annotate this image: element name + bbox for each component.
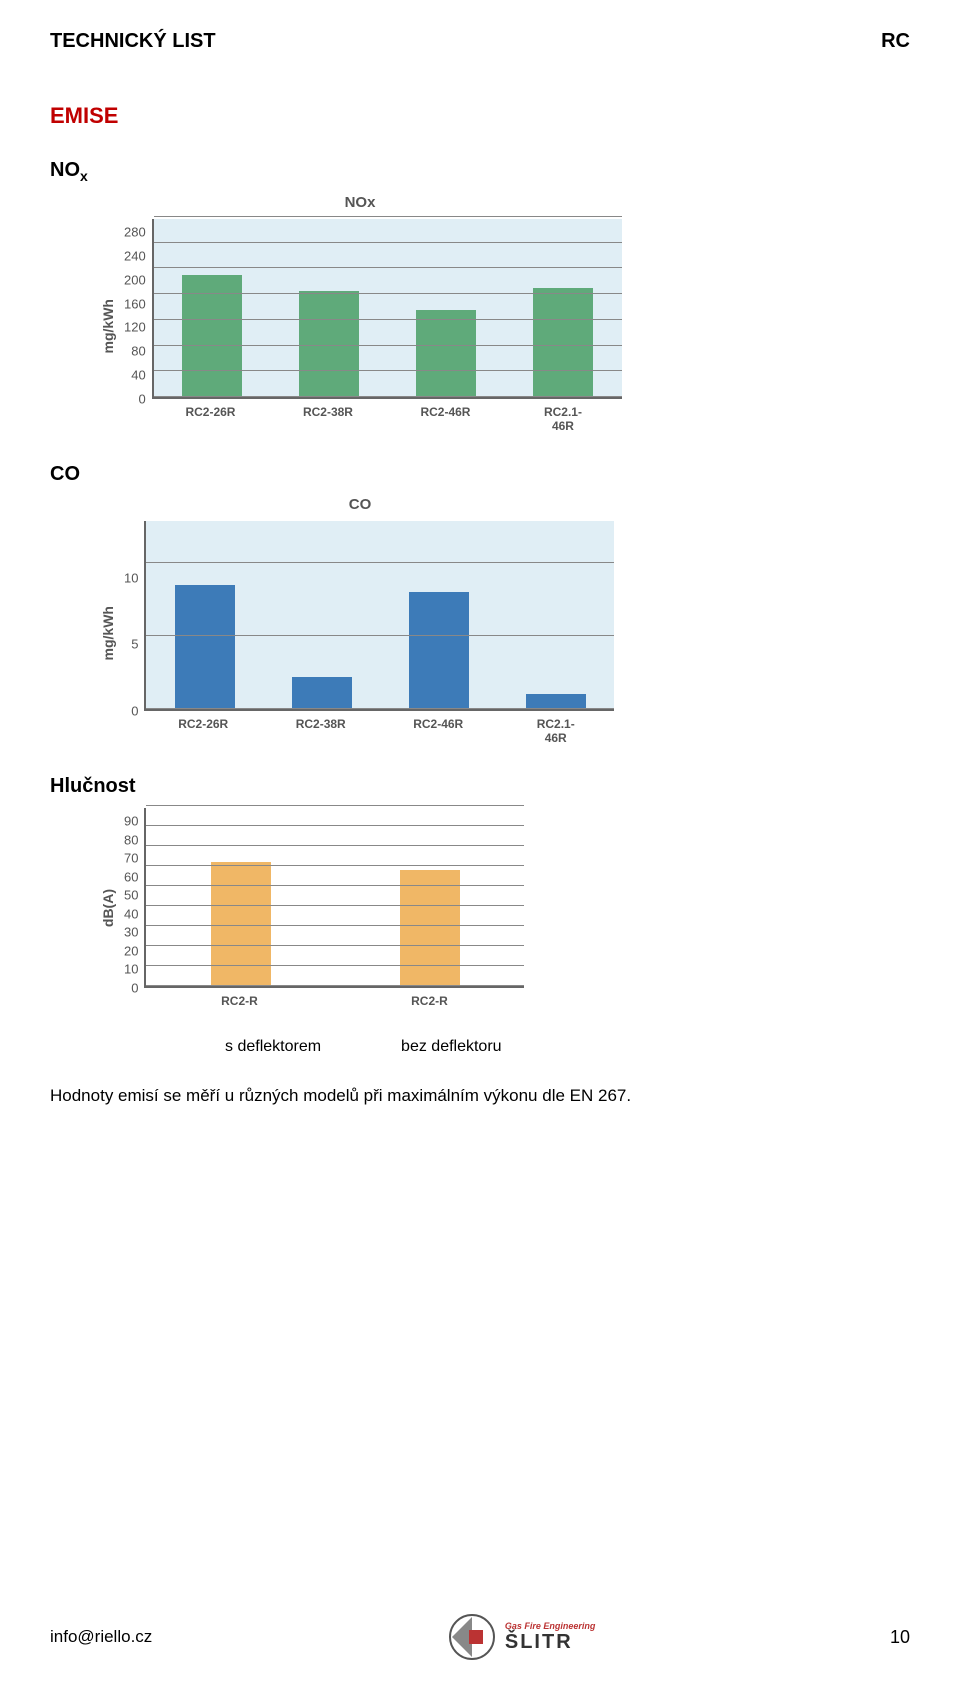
note-text: Hodnoty emisí se měří u různých modelů p…	[50, 1086, 910, 1106]
footer-email: info@riello.cz	[50, 1627, 152, 1647]
co-chart-title: CO	[100, 496, 620, 513]
page-footer: info@riello.cz Gas Fire Engineering ŠLIT…	[50, 1612, 910, 1662]
co-label: CO	[50, 463, 910, 486]
co-yticks: 1050	[124, 565, 144, 711]
hlucnost-yticks: 9080706050403020100	[124, 808, 144, 988]
co-ylabel: mg/kWh	[100, 606, 116, 660]
hlucnost-plot	[144, 808, 524, 988]
deflector-labels: s deflektorem bez deflektoru	[225, 1038, 910, 1056]
nox-ylabel: mg/kWh	[100, 299, 116, 353]
page-header: TECHNICKÝ LIST RC	[50, 30, 910, 53]
nox-sub: x	[80, 168, 88, 184]
nox-chart-title: NOx	[100, 194, 620, 211]
hlucnost-ylabel: dB(A)	[100, 889, 116, 927]
nox-label: NOx	[50, 159, 910, 184]
co-chart: CO mg/kWh 1050 RC2-26RRC2-38RRC2-46RRC2.…	[100, 496, 910, 745]
logo-top: Gas Fire Engineering	[505, 1621, 596, 1631]
logo-icon	[447, 1612, 497, 1662]
nox-plot	[152, 219, 622, 399]
deflector-right: bez deflektoru	[401, 1038, 502, 1056]
nox-yticks: 28024020016012080400	[124, 219, 152, 399]
co-plot	[144, 521, 614, 711]
page-number: 10	[890, 1627, 910, 1648]
nox-text: NO	[50, 159, 80, 181]
nox-xlabels: RC2-26RRC2-38RRC2-46RRC2.1-46R	[152, 405, 622, 433]
hlucnost-label: Hlučnost	[50, 775, 910, 798]
header-right: RC	[881, 30, 910, 53]
footer-logo: Gas Fire Engineering ŠLITR	[447, 1612, 596, 1662]
nox-chart: NOx mg/kWh 28024020016012080400 RC2-26RR…	[100, 194, 910, 433]
emise-title: EMISE	[50, 103, 910, 129]
hlucnost-chart: dB(A) 9080706050403020100 RC2-RRC2-R	[100, 808, 910, 1008]
co-xlabels: RC2-26RRC2-38RRC2-46RRC2.1-46R	[144, 717, 614, 745]
deflector-left: s deflektorem	[225, 1038, 321, 1056]
hlucnost-xlabels: RC2-RRC2-R	[144, 994, 524, 1008]
logo-main: ŠLITR	[505, 1631, 596, 1654]
header-left: TECHNICKÝ LIST	[50, 30, 216, 53]
